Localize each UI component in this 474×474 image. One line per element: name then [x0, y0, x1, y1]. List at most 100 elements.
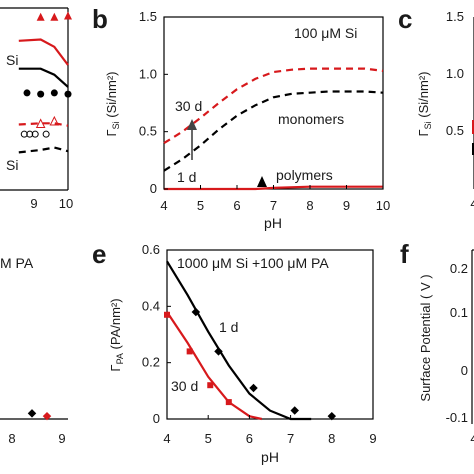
panel-f-y-axis-label: Surface Potential ( V ) — [418, 274, 433, 401]
panel-e-x-tick-label: 8 — [328, 431, 335, 446]
panel-f-y-tick-label: -0.1 — [446, 410, 468, 425]
panel-e-annotation-30d: 30 d — [171, 378, 198, 394]
panel-d: M PA 8 9 — [0, 255, 68, 446]
panel-b-x-tick-label: 4 — [160, 198, 167, 213]
panel-e-x-tick-label: 6 — [246, 431, 253, 446]
panel-a-point — [42, 130, 50, 138]
panel-f-y-tick-label: 0.1 — [450, 305, 468, 320]
panel-e-point — [214, 347, 223, 356]
panel-c-y-axis-label: ΓSi (Si/nm²) — [416, 71, 433, 136]
panel-e: e 4 5 6 7 8 9 0 0.2 0.4 0.6 1000 μM Si +100 μM PA… — [92, 239, 377, 465]
panel-e-x-tick-label: 9 — [369, 431, 376, 446]
panel-a-series-line-4 — [18, 122, 69, 127]
panel-d-point — [42, 411, 52, 421]
panel-a-series-line-6 — [18, 146, 69, 154]
panel-a: Si Si 9 10 — [0, 7, 73, 211]
panel-e-point — [249, 383, 258, 393]
panel-a-point — [23, 89, 31, 97]
panel-e-point — [225, 399, 232, 406]
panel-c-y-tick-label: 1.5 — [446, 9, 464, 24]
panel-a-series-line-2 — [18, 67, 69, 88]
panel-e-point — [290, 406, 299, 415]
panel-f-label: f — [400, 239, 409, 269]
panel-e-annotation-1d: 1 d — [219, 319, 238, 335]
panel-b-x-axis-label: pH — [264, 215, 282, 231]
panel-e-point — [207, 382, 214, 389]
panel-b-y-tick-label: 1.0 — [139, 66, 157, 81]
panel-e-y-tick-label: 0.4 — [142, 298, 160, 313]
panel-d-x-tick-label: 8 — [8, 431, 15, 446]
panel-b-ticks: 4 5 6 7 8 9 10 0 0.5 1.0 1.5 — [139, 9, 390, 213]
panel-b-x-tick-label: 5 — [197, 198, 204, 213]
panel-f-y-tick-label: 0.2 — [450, 261, 468, 276]
panel-b-y-axis-label: ΓSi (Si/nm²) — [104, 71, 121, 136]
panel-b-polymers-arrow-head — [257, 176, 267, 187]
panel-e-title: 1000 μM Si +100 μM PA — [177, 255, 329, 271]
panel-f-y-tick-label: 0 — [461, 363, 468, 378]
panel-a-point — [20, 130, 28, 138]
panel-c-y-tick-label: 1.0 — [446, 66, 464, 81]
panel-f: f 0.2 0.1 0 -0.1 4 Surface Potential ( V… — [400, 239, 474, 446]
panel-a-point — [64, 11, 72, 20]
panel-a-series-line-1 — [18, 38, 69, 66]
panel-a-point — [35, 118, 46, 128]
panel-c-label: c — [398, 4, 412, 34]
panel-b-x-tick-label: 7 — [270, 198, 277, 213]
panel-b-y-tick-label: 0 — [150, 181, 157, 196]
panel-a-point — [36, 12, 45, 21]
panel-b-series-line-0 — [163, 67, 384, 145]
panel-e-plot — [164, 260, 337, 421]
panel-b-annotation-1d: 1 d — [177, 169, 196, 185]
panel-e-fit-line-1 — [166, 311, 263, 421]
panel-b-x-tick-label: 6 — [233, 198, 240, 213]
panel-f-x-tick-label: 4 — [470, 431, 474, 446]
panel-a-point — [37, 90, 45, 98]
panel-a-x-tick-label: 9 — [30, 196, 37, 211]
panel-a-point — [31, 130, 39, 138]
panel-a-point — [64, 90, 72, 98]
panel-c-x-tick-label: 4 — [470, 196, 474, 211]
panel-b-arrow-head — [187, 119, 197, 130]
panel-b-y-tick-label: 0.5 — [139, 124, 157, 139]
panel-b-x-tick-label: 8 — [306, 198, 313, 213]
panel-b-plot — [163, 67, 384, 191]
panel-e-fit-line-0 — [166, 260, 312, 421]
panel-b-annotation-30d: 30 d — [175, 98, 202, 114]
panel-e-point — [164, 311, 170, 318]
panel-b-annotation-polymers: polymers — [276, 167, 333, 183]
panel-b: b 4 5 6 7 8 9 10 0 0.5 1.0 1.5 100 μM Si pH ΓSi (S… — [92, 4, 390, 231]
panel-e-x-tick-label: 4 — [163, 431, 170, 446]
panel-a-point — [50, 12, 59, 21]
panel-a-annotation-1: Si — [6, 52, 18, 68]
panel-b-x-tick-label: 10 — [376, 198, 390, 213]
panel-b-label: b — [92, 4, 108, 34]
panel-c-y-tick-label: 0.5 — [446, 123, 464, 138]
panel-b-y-tick-label: 1.5 — [139, 9, 157, 24]
panel-e-frame — [166, 249, 374, 420]
panel-d-title: M PA — [0, 255, 34, 271]
panel-b-series-line-1 — [163, 90, 384, 172]
panel-e-y-tick-label: 0.6 — [142, 242, 160, 257]
panel-d-plot — [27, 409, 52, 421]
panel-a-point — [49, 115, 60, 126]
panel-d-point — [27, 409, 37, 418]
panel-b-title: 100 μM Si — [294, 25, 357, 41]
panel-b-series-line-2 — [164, 185, 383, 191]
panel-e-x-tick-label: 5 — [205, 431, 212, 446]
panel-a-x-tick-label: 10 — [59, 196, 73, 211]
panel-e-label: e — [92, 239, 106, 269]
panel-a-point — [26, 130, 34, 138]
panel-a-plot — [18, 11, 72, 154]
panel-b-x-tick-label: 9 — [343, 198, 350, 213]
panel-a-annotation-2: Si — [6, 157, 18, 173]
panel-a-point — [50, 89, 58, 97]
panel-e-y-axis-label: ΓPA (PA/nm²) — [108, 298, 125, 371]
panel-e-y-tick-label: 0 — [153, 411, 160, 426]
panel-e-point — [186, 348, 193, 355]
panel-e-x-tick-label: 7 — [287, 431, 294, 446]
panel-e-y-tick-label: 0.2 — [142, 355, 160, 370]
panel-d-x-tick-label: 9 — [58, 431, 65, 446]
panel-e-point — [191, 307, 201, 317]
panel-e-x-axis-label: pH — [261, 449, 279, 465]
